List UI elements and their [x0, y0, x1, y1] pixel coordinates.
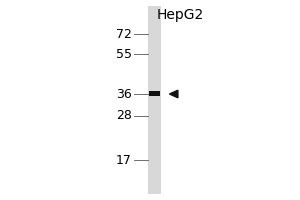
Bar [149, 91, 160, 96]
Polygon shape [169, 90, 178, 98]
Text: HepG2: HepG2 [156, 8, 204, 22]
Bar [148, 6, 161, 194]
Text: 72: 72 [116, 27, 132, 40]
Text: 28: 28 [116, 109, 132, 122]
Text: 17: 17 [116, 154, 132, 166]
Text: 55: 55 [116, 47, 132, 60]
Text: 36: 36 [116, 88, 132, 100]
